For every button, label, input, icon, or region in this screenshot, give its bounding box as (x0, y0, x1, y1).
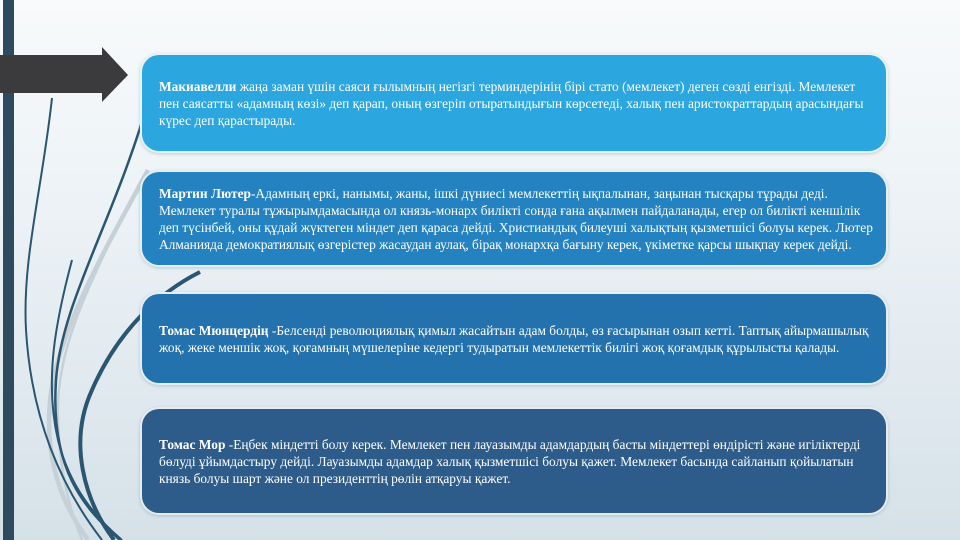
right-arrow-icon (0, 47, 128, 102)
left-accent-bar (3, 0, 14, 540)
card-thomas-muntzer-text: Томас Мюнцердің -Белсенді революциялық қ… (159, 322, 876, 356)
card-thomas-more: Томас Мор -Еңбек міндетті болу керек. Ме… (140, 407, 888, 515)
card-thomas-more-text: Томас Мор -Еңбек міндетті болу керек. Ме… (159, 436, 876, 487)
card-machiavelli-body: жаңа заман үшін саяси ғылымның негізгі т… (159, 78, 864, 128)
card-machiavelli: Макиавелли жаңа заман үшін саяси ғылымны… (140, 53, 888, 153)
card-thomas-more-body: -Еңбек міндетті болу керек. Мемлекет пен… (159, 436, 861, 486)
swoosh-curve-dark-1 (24, 97, 103, 540)
card-martin-luther-body: -Адамның еркі, нанымы, жаны, ішкі дүниес… (159, 185, 873, 252)
swoosh-curve-dark-3 (50, 259, 123, 540)
swoosh-curve-dark-2 (54, 94, 152, 540)
swoosh-curve-gray-2 (56, 219, 122, 540)
card-thomas-muntzer: Томас Мюнцердің -Белсенді революциялық қ… (140, 292, 888, 385)
right-arrow-shape (0, 47, 128, 102)
card-martin-luther: Мартин Лютер-Адамның еркі, нанымы, жаны,… (140, 170, 888, 267)
card-machiavelli-title: Макиавелли (159, 78, 237, 94)
card-thomas-muntzer-title: Томас Мюнцердің (159, 322, 269, 338)
card-thomas-muntzer-body: -Белсенді революциялық қимыл жасайтын ад… (159, 322, 869, 355)
card-list: Макиавелли жаңа заман үшін саяси ғылымны… (140, 0, 888, 540)
card-martin-luther-title: Мартин Лютер (159, 185, 251, 201)
card-machiavelli-text: Макиавелли жаңа заман үшін саяси ғылымны… (159, 78, 876, 129)
card-martin-luther-text: Мартин Лютер-Адамның еркі, нанымы, жаны,… (159, 185, 876, 253)
card-thomas-more-title: Томас Мор (159, 436, 226, 452)
